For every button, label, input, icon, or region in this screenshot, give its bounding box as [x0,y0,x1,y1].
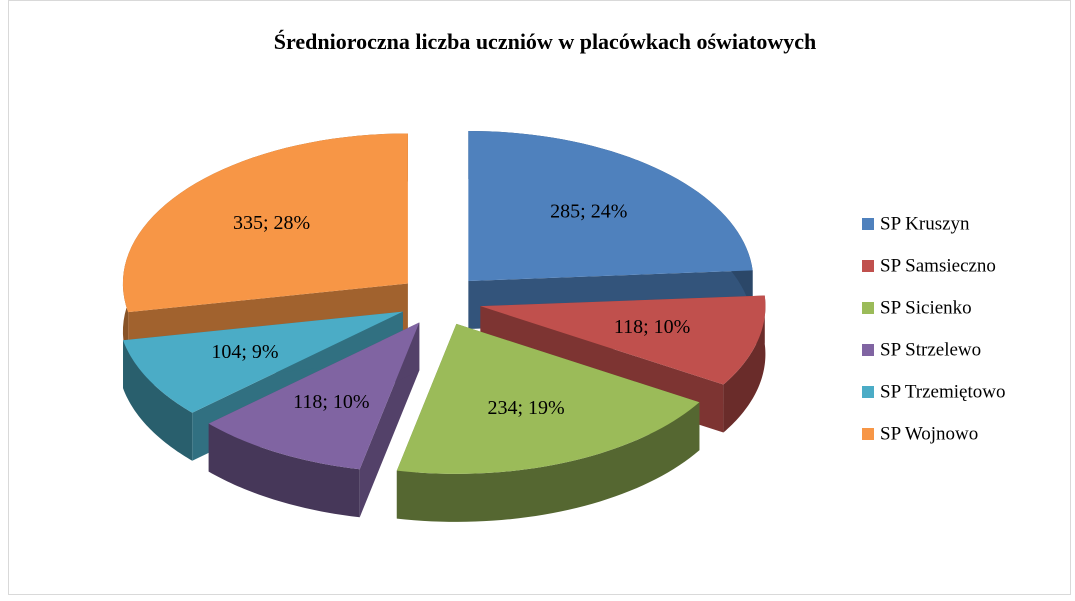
data-label: 118; 10% [614,316,690,338]
slice [123,311,403,413]
data-label: 234; 19% [487,397,564,419]
slice [480,295,766,385]
legend-swatch [862,260,874,272]
legend-swatch [862,302,874,314]
legend-swatch [862,428,874,440]
data-label: 285; 24% [550,201,627,223]
legend-label: SP Samsieczno [880,255,996,276]
slice-side [208,423,360,518]
legend-swatch [862,218,874,230]
slice: 118; 10% [208,322,420,518]
legend-swatch [862,386,874,398]
legend-label: SP Kruszyn [880,213,970,234]
slice-side [123,340,193,461]
slice [122,133,408,313]
slice [396,323,700,474]
legend-label: SP Wojnowo [880,423,978,444]
slice [468,130,753,281]
slice: 234; 19% [396,323,700,522]
data-label: 104; 9% [211,341,278,363]
legend-swatch [862,344,874,356]
slice-side [396,402,700,522]
legend-label: SP Trzemiętowo [880,381,1005,402]
legend-label: SP Sicienko [880,297,972,318]
legend-label: SP Strzelewo [880,339,981,360]
slice-side [723,295,766,433]
chart-title: Średnioroczna liczba uczniów w placówkac… [274,29,816,54]
data-label: 335; 28% [233,212,310,234]
slice [208,322,420,470]
data-label: 118; 10% [293,391,369,413]
